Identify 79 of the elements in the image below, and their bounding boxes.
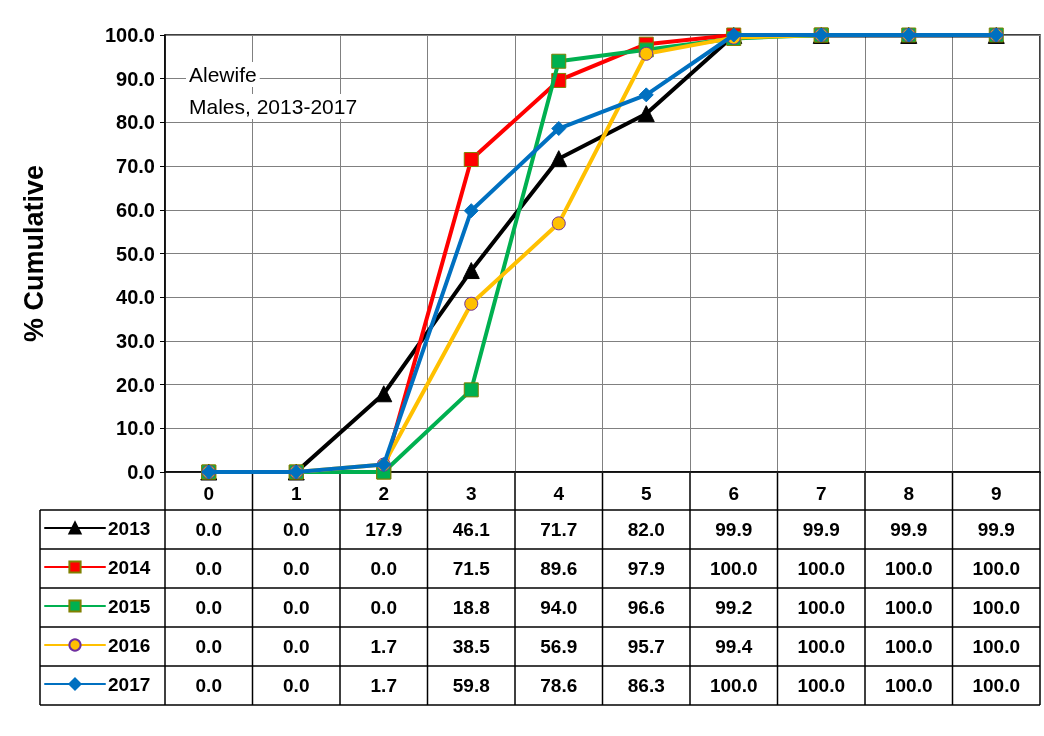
text: 100.0: [884, 558, 933, 579]
legend-label: 2017: [108, 673, 151, 695]
data-label: 95.7: [627, 636, 665, 657]
data-label: 99.2: [715, 597, 753, 618]
data-label: 0.0: [195, 597, 222, 618]
y-tick-label: 80.0: [116, 111, 155, 134]
data-label: 71.7: [540, 519, 578, 540]
y-tick-label: 10.0: [116, 417, 155, 440]
y-tick-label: 90.0: [116, 67, 155, 90]
x-tick-label: 3: [465, 483, 477, 504]
data-label: 0.0: [370, 558, 397, 579]
data-label: 0.0: [195, 675, 222, 696]
data-label: 99.9: [715, 519, 753, 540]
data-label: 56.9: [540, 636, 578, 657]
data-label: 100.0: [797, 558, 846, 579]
annotation: Males, 2013-2017: [189, 95, 358, 118]
data-label: 99.9: [802, 519, 840, 540]
y-tick-label: 100.0: [104, 24, 155, 46]
data-label: 82.0: [627, 519, 665, 540]
x-tick-label: 1: [290, 483, 302, 504]
data-label: 0.0: [283, 519, 310, 540]
x-tick-label: 9: [990, 483, 1002, 504]
data-label: 46.1: [452, 519, 491, 540]
data-label: 100.0: [797, 597, 846, 618]
data-label: 86.3: [627, 675, 665, 696]
y-tick-label: 0.0: [127, 461, 155, 483]
legend-label: 2014: [108, 556, 151, 578]
data-label: 97.9: [627, 558, 665, 579]
data-label: 38.5: [452, 636, 491, 657]
data-label: 0.0: [283, 558, 310, 579]
data-label: 59.8: [452, 675, 490, 696]
data-label: 94.0: [540, 597, 578, 618]
x-tick-label: 8: [903, 483, 915, 504]
data-label: 0.0: [370, 597, 397, 618]
data-label: 0.0: [283, 597, 310, 618]
data-label: 18.8: [452, 597, 490, 618]
data-label: 100.0: [884, 636, 933, 657]
data-label: 100.0: [884, 675, 933, 696]
legend-label: 2013: [108, 517, 151, 539]
data-label: 99.9: [890, 519, 928, 540]
data-label: 17.9: [365, 519, 403, 540]
data-label: 96.6: [627, 597, 665, 618]
x-tick-label: 0: [203, 483, 215, 504]
data-label: 0.0: [195, 636, 222, 657]
data-label: 89.6: [540, 558, 578, 579]
data-label: 71.5: [452, 558, 491, 579]
legend-label: 2016: [108, 634, 151, 656]
data-label: 78.6: [540, 675, 578, 696]
data-label: 0.0: [283, 675, 310, 696]
y-tick-label: 20.0: [116, 373, 155, 396]
x-tick-label: 4: [553, 483, 565, 504]
y-tick-label: 40.0: [116, 286, 155, 309]
legend-label: 2015: [108, 595, 151, 617]
data-label: 100.0: [972, 675, 1021, 696]
data-label: 1.7: [370, 675, 397, 696]
y-tick-label: 70.0: [116, 155, 155, 178]
text: 100.0: [972, 558, 1021, 579]
x-tick-label: 7: [815, 483, 827, 504]
data-label: 99.9: [977, 519, 1015, 540]
data-label: 0.0: [195, 519, 222, 540]
y-tick-label: 50.0: [116, 242, 155, 265]
data-label: 100.0: [797, 636, 846, 657]
y-axis-title: % Cumulative: [18, 164, 49, 343]
data-label: 100.0: [709, 558, 758, 579]
data-label: 1.7: [370, 636, 397, 657]
data-label: 100.0: [884, 597, 933, 618]
data-label: 0.0: [195, 558, 222, 579]
data-label: 100.0: [972, 597, 1021, 618]
data-label: 99.4: [715, 636, 753, 657]
x-tick-label: 6: [728, 483, 740, 504]
data-label: 100.0: [972, 636, 1021, 657]
x-tick-label: 5: [640, 483, 652, 504]
y-tick-label: 60.0: [116, 198, 155, 221]
x-tick-label: 2: [378, 483, 390, 504]
data-label: 100.0: [797, 675, 846, 696]
data-label: 100.0: [709, 675, 758, 696]
annotation: Alewife: [189, 63, 257, 86]
y-tick-label: 30.0: [116, 329, 155, 352]
data-label: 0.0: [283, 636, 310, 657]
